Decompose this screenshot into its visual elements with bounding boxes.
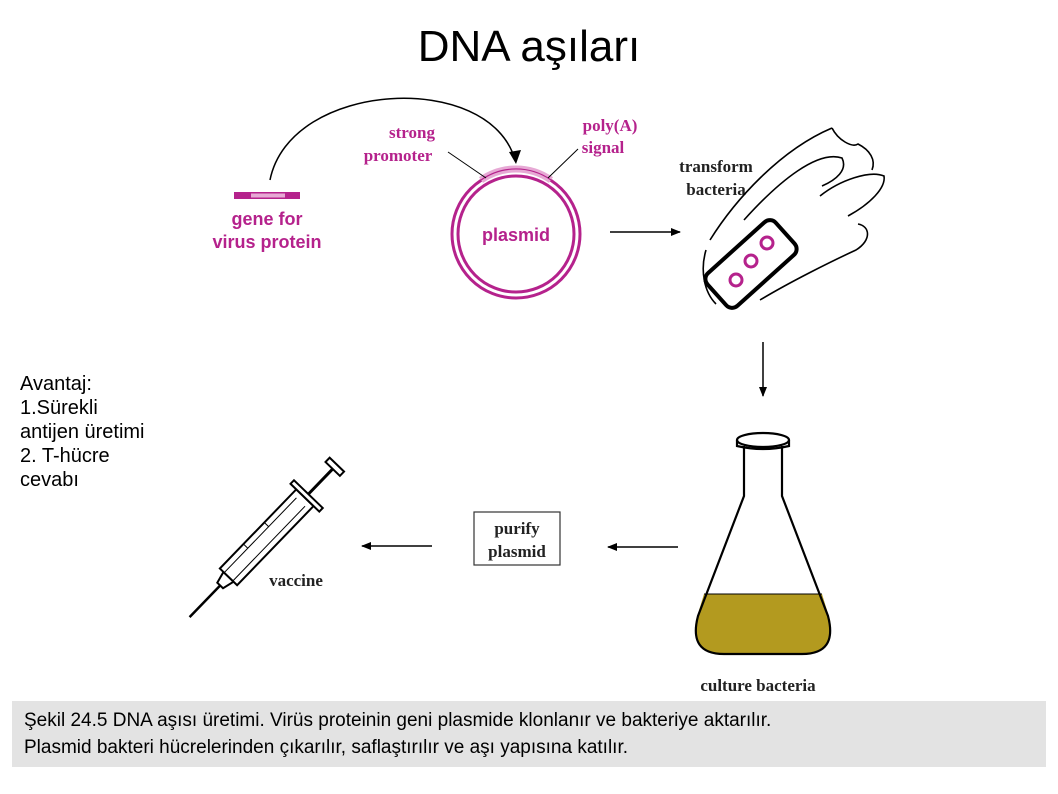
hand-illustration [702, 127, 885, 305]
strong-promoter-label-line-2: promoter [364, 146, 433, 165]
bacteria-cells [728, 235, 775, 288]
insertion-arrowhead [509, 150, 521, 164]
gene-segment [234, 192, 300, 199]
promoter-pointer [447, 151, 487, 179]
dna-vaccine-diagram: gene for virus protein plasmid strong pr… [188, 97, 885, 695]
transform-label-line-2: bacteria [686, 180, 746, 199]
purify-box [473, 511, 561, 566]
vaccine-label: vaccine [269, 571, 323, 590]
advantage-line-1: 1.Sürekli [20, 397, 98, 419]
figure-caption: Şekil 24.5 DNA aşısı üretimi. Virüs prot… [12, 701, 1046, 767]
caption-line-2: Plasmid bakteri hücrelerinden çıkarılır,… [24, 737, 629, 758]
gene-label-line-2: virus protein [212, 232, 321, 252]
transform-label-line-1: transform [679, 157, 753, 176]
polya-pointer [547, 148, 579, 179]
culture-flask [694, 431, 832, 656]
purify-label-line-2: plasmid [488, 542, 546, 561]
advantages-note: Avantaj: 1.Sürekli antijen üretimi 2. T-… [20, 372, 190, 492]
advantage-line-2: antijen üretimi [20, 421, 145, 443]
gene-label-line-1: gene for [231, 209, 302, 229]
plasmid-label: plasmid [482, 225, 550, 245]
advantage-line-3: 2. T-hücre [20, 445, 110, 467]
syringe [188, 456, 346, 618]
strong-promoter-label-line-1: strong [389, 123, 435, 142]
purify-label-line-1: purify [494, 519, 540, 538]
slide-title: DNA aşıları [417, 22, 641, 71]
caption-line-1: Şekil 24.5 DNA aşısı üretimi. Virüs prot… [24, 710, 772, 731]
advantage-line-4: cevabı [20, 469, 79, 491]
insertion-arrow [269, 97, 516, 181]
polya-label-line-2: signal [582, 138, 625, 157]
culture-label: culture bacteria [700, 676, 816, 695]
polya-label-line-1: poly(A) [583, 116, 638, 135]
advantages-heading: Avantaj: [20, 373, 92, 395]
